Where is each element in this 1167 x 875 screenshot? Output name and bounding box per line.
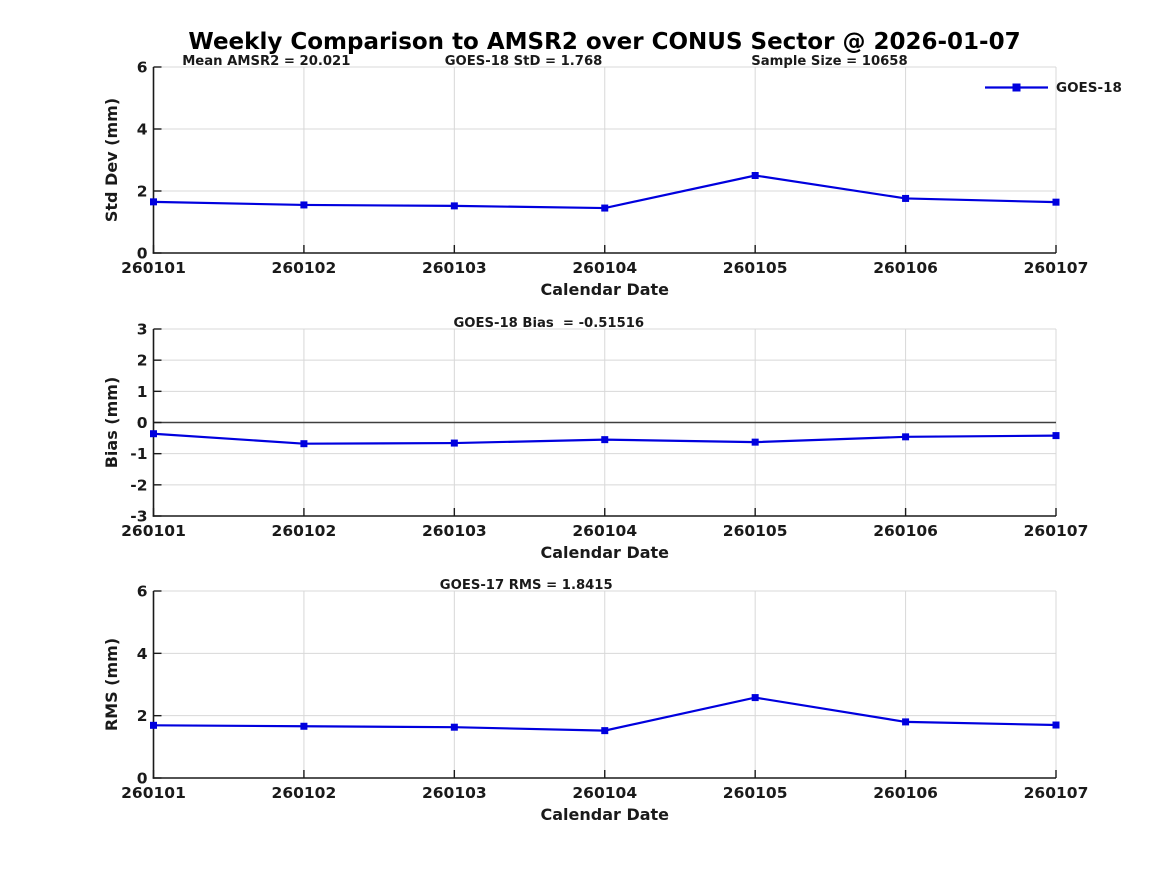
data-point-marker [300, 201, 308, 209]
panel-annotation: Mean AMSR2 = 20.021 [182, 54, 350, 69]
panel-annotation: Sample Size = 10658 [751, 54, 907, 69]
y-tick-label: 6 [137, 583, 148, 601]
x-tick-label: 260106 [873, 522, 938, 540]
data-point-marker [601, 727, 609, 735]
x-tick-label: 260102 [272, 784, 337, 802]
y-axis-label: RMS (mm) [102, 638, 121, 731]
x-axis-label: Calendar Date [540, 280, 669, 299]
y-axis-label: Bias (mm) [102, 377, 121, 469]
data-point-marker [902, 718, 910, 726]
legend-marker-icon [1012, 83, 1021, 92]
panel-annotation: GOES-17 RMS = 1.8415 [440, 578, 613, 593]
data-point-marker [450, 439, 458, 447]
y-tick-label: 2 [137, 707, 148, 725]
panel-annotation: GOES-18 StD = 1.768 [445, 54, 603, 69]
y-tick-label: 3 [137, 321, 148, 339]
x-tick-label: 260106 [873, 259, 938, 277]
y-tick-label: 4 [137, 645, 148, 663]
chart-title: Weekly Comparison to AMSR2 over CONUS Se… [188, 29, 1021, 55]
x-tick-label: 260101 [121, 259, 186, 277]
data-point-marker [150, 198, 157, 206]
y-tick-label: 1 [137, 383, 148, 401]
legend-label: GOES-18 [1056, 80, 1122, 96]
y-tick-label: 0 [137, 414, 148, 432]
x-tick-label: 260103 [422, 784, 487, 802]
data-point-marker [300, 722, 308, 730]
data-point-marker [1052, 721, 1060, 729]
x-tick-label: 260101 [121, 522, 186, 540]
data-point-marker [902, 194, 910, 202]
data-point-marker [150, 430, 157, 438]
y-tick-label: -3 [130, 508, 147, 526]
data-point-marker [751, 694, 759, 702]
y-tick-label: 0 [137, 245, 148, 263]
data-point-marker [601, 436, 609, 444]
y-tick-label: 6 [137, 59, 148, 77]
data-point-marker [1052, 198, 1060, 206]
x-axis-label: Calendar Date [540, 543, 669, 562]
x-tick-label: 260101 [121, 784, 186, 802]
x-tick-label: 260107 [1024, 784, 1089, 802]
data-point-marker [1052, 432, 1060, 440]
data-point-marker [751, 438, 759, 446]
data-point-marker [751, 172, 759, 179]
x-tick-label: 260103 [422, 522, 487, 540]
x-tick-label: 260102 [272, 522, 337, 540]
x-tick-label: 260107 [1024, 522, 1089, 540]
data-point-marker [450, 202, 458, 210]
x-tick-label: 260107 [1024, 259, 1089, 277]
x-tick-label: 260105 [723, 784, 788, 802]
x-tick-label: 260105 [723, 259, 788, 277]
y-axis-label: Std Dev (mm) [102, 98, 121, 222]
y-tick-label: 4 [137, 121, 148, 139]
x-tick-label: 260102 [272, 259, 337, 277]
panel-annotation: GOES-18 Bias = -0.51516 [453, 316, 644, 331]
x-tick-label: 260104 [572, 522, 637, 540]
data-point-marker [601, 204, 609, 212]
x-tick-label: 260105 [723, 522, 788, 540]
y-tick-label: -2 [130, 476, 147, 494]
y-tick-label: -1 [130, 445, 147, 463]
x-tick-label: 260103 [422, 259, 487, 277]
x-tick-label: 260104 [572, 259, 637, 277]
x-tick-label: 260106 [873, 784, 938, 802]
data-point-marker [300, 440, 308, 448]
data-point-marker [150, 721, 157, 729]
x-tick-label: 260104 [572, 784, 637, 802]
y-tick-label: 2 [137, 183, 148, 201]
y-tick-label: 2 [137, 352, 148, 370]
y-tick-label: 0 [137, 770, 148, 788]
x-axis-label: Calendar Date [540, 805, 669, 824]
data-point-marker [902, 433, 910, 441]
data-point-marker [450, 723, 458, 731]
